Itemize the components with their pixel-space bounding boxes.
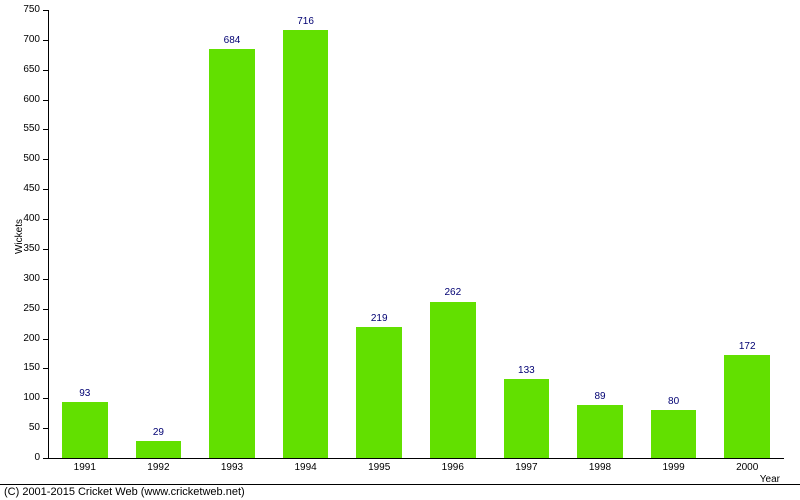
- y-tick: [43, 458, 48, 459]
- y-axis-line: [48, 10, 49, 458]
- y-tick: [43, 339, 48, 340]
- bar: [209, 49, 255, 458]
- y-tick: [43, 40, 48, 41]
- x-tick-label: 1991: [55, 462, 115, 473]
- bar: [430, 302, 476, 459]
- y-tick-label: 300: [0, 273, 40, 284]
- x-tick-label: 1998: [570, 462, 630, 473]
- y-tick-label: 450: [0, 183, 40, 194]
- bar-value-label: 89: [570, 391, 630, 402]
- y-tick-label: 750: [0, 4, 40, 15]
- y-tick-label: 50: [0, 422, 40, 433]
- y-tick: [43, 159, 48, 160]
- x-tick-label: 1992: [128, 462, 188, 473]
- y-tick: [43, 70, 48, 71]
- y-tick: [43, 189, 48, 190]
- y-tick-label: 150: [0, 362, 40, 373]
- bar-value-label: 172: [717, 341, 777, 352]
- bar: [62, 402, 108, 458]
- y-tick: [43, 279, 48, 280]
- y-tick: [43, 428, 48, 429]
- bar: [577, 405, 623, 458]
- y-tick-label: 650: [0, 64, 40, 75]
- bar-value-label: 684: [202, 35, 262, 46]
- y-tick-label: 600: [0, 94, 40, 105]
- bar: [136, 441, 182, 458]
- y-tick-label: 200: [0, 333, 40, 344]
- bar-value-label: 219: [349, 313, 409, 324]
- y-tick: [43, 219, 48, 220]
- y-tick: [43, 368, 48, 369]
- bar-value-label: 262: [423, 287, 483, 298]
- y-tick-label: 500: [0, 153, 40, 164]
- x-tick-label: 1995: [349, 462, 409, 473]
- y-tick: [43, 398, 48, 399]
- x-tick-label: 1994: [276, 462, 336, 473]
- y-tick: [43, 129, 48, 130]
- figure: Wickets Year (C) 2001-2015 Cricket Web (…: [0, 0, 800, 500]
- y-tick-label: 350: [0, 243, 40, 254]
- y-tick-label: 100: [0, 392, 40, 403]
- x-tick-label: 1997: [496, 462, 556, 473]
- copyright-text: (C) 2001-2015 Cricket Web (www.cricketwe…: [4, 486, 245, 498]
- y-tick: [43, 10, 48, 11]
- bar: [283, 30, 329, 458]
- bar-value-label: 93: [55, 388, 115, 399]
- bar-value-label: 716: [276, 16, 336, 27]
- y-tick: [43, 100, 48, 101]
- y-tick: [43, 309, 48, 310]
- x-tick-label: 1999: [644, 462, 704, 473]
- bar: [356, 327, 402, 458]
- bar: [504, 379, 550, 458]
- x-tick-label: 2000: [717, 462, 777, 473]
- y-tick-label: 700: [0, 34, 40, 45]
- copyright-divider: [0, 484, 800, 485]
- plot-area: [48, 10, 784, 458]
- bar-value-label: 80: [644, 396, 704, 407]
- y-tick-label: 400: [0, 213, 40, 224]
- y-tick: [43, 249, 48, 250]
- x-axis-line: [48, 458, 784, 459]
- x-tick-label: 1996: [423, 462, 483, 473]
- bar-value-label: 29: [128, 427, 188, 438]
- y-tick-label: 0: [0, 452, 40, 463]
- y-tick-label: 250: [0, 303, 40, 314]
- bar-value-label: 133: [496, 365, 556, 376]
- x-tick-label: 1993: [202, 462, 262, 473]
- bar: [651, 410, 697, 458]
- y-tick-label: 550: [0, 123, 40, 134]
- bar: [724, 355, 770, 458]
